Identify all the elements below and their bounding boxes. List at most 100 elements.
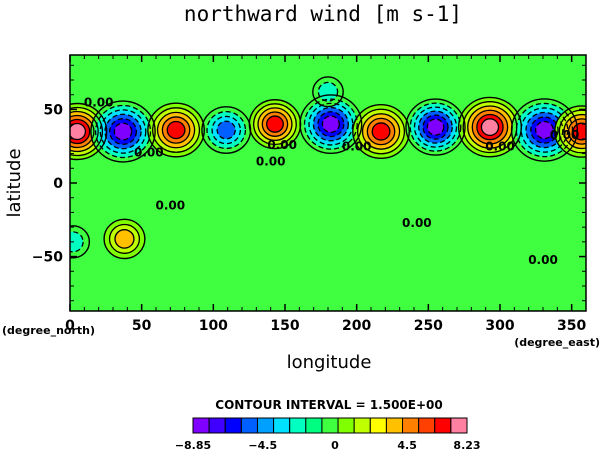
zero-contour	[299, 94, 363, 155]
zero-contour	[103, 218, 146, 260]
contour-line	[253, 103, 297, 146]
contour-line	[530, 116, 559, 144]
colorbar-swatch	[353, 417, 371, 434]
contour-line	[70, 110, 99, 153]
contour-line	[534, 120, 554, 140]
y-tick-label: 0	[53, 176, 63, 192]
colorbar-tick-label: 0	[331, 439, 339, 452]
colorbar-swatch	[273, 417, 291, 434]
contour-line	[113, 122, 133, 141]
x-axis-label: longitude	[287, 352, 372, 373]
contour-interval-text: CONTOUR INTERVAL = 1.500E+00	[215, 398, 442, 412]
field-band	[70, 231, 84, 252]
contour-line	[317, 111, 345, 138]
contour-line	[70, 118, 91, 145]
zero-contour	[90, 100, 156, 163]
contour-lines	[70, 76, 586, 260]
contour-line	[558, 109, 586, 154]
contour-line	[70, 231, 84, 253]
contour-line	[567, 118, 586, 145]
colorbar-swatch	[418, 417, 436, 434]
contour-line	[426, 118, 445, 136]
contour-line	[257, 107, 293, 142]
contour-line	[265, 115, 284, 133]
contour-line	[371, 122, 391, 141]
x-tick-label: 250	[414, 318, 443, 334]
contour-line	[563, 113, 586, 150]
contour-zero-label: 0.00	[550, 128, 580, 142]
contour-line	[109, 118, 138, 145]
colorbar-tick-label: −8.85	[175, 439, 211, 452]
contour-zero-label: 0.00	[402, 216, 432, 230]
colorbar	[192, 417, 468, 434]
field-band	[114, 123, 132, 140]
contour-line	[70, 122, 87, 141]
y-tick-label: −50	[32, 250, 63, 266]
contour-line	[114, 229, 135, 249]
y-axis: 50 0 −50	[32, 64, 586, 302]
x-tick-label: 300	[485, 318, 514, 334]
x-tick-label: 50	[132, 318, 152, 334]
contour-zero-label: 0.00	[528, 253, 558, 267]
contour-line	[216, 120, 236, 140]
colorbar-swatch	[337, 417, 355, 434]
contour-line	[211, 115, 242, 145]
contour-line	[361, 113, 401, 150]
contour-line	[357, 108, 406, 155]
contour-line	[413, 106, 458, 148]
colorbar-swatch	[369, 417, 387, 434]
colorbar-swatch	[385, 417, 404, 434]
contour-zero-label: 0.00	[342, 140, 372, 154]
contour-line	[94, 104, 152, 159]
colorbar-swatch	[192, 417, 210, 434]
x-tick-label: 200	[342, 318, 371, 334]
colorbar-swatch	[256, 417, 275, 434]
x-tick-label: 350	[557, 318, 586, 334]
field-band	[427, 119, 444, 136]
contour-line	[572, 122, 586, 141]
colorbar-swatch	[208, 417, 226, 434]
colorbar-swatch	[240, 417, 258, 434]
colorbar-tick-label: 8.23	[453, 439, 480, 452]
contour-line	[525, 111, 564, 149]
contour-line	[70, 106, 104, 157]
zero-contour	[70, 225, 91, 259]
contour-line	[166, 120, 186, 140]
field-band	[70, 123, 86, 140]
contour-zero-label: 0.00	[485, 140, 515, 154]
contour-line	[70, 114, 95, 149]
colorbar-tick-label: −4.5	[248, 439, 277, 452]
contour-line	[515, 102, 574, 158]
field-band	[266, 116, 284, 133]
colorbar-swatch	[305, 417, 323, 434]
field-band	[167, 121, 185, 139]
contour-zero-label: 0.00	[134, 146, 164, 160]
x-axis: 0 50 100 150 200 250 300 350	[65, 55, 587, 334]
y-unit-label: (degree_north)	[2, 324, 95, 337]
colorbar-tick-labels: −8.85 −4.5 0 4.5 8.23	[175, 439, 481, 452]
y-axis-label: latitude	[4, 148, 25, 217]
contour-zero-label: 0.00	[267, 138, 297, 152]
contour-line	[520, 107, 569, 153]
colorbar-swatch	[321, 417, 339, 434]
colorbar-swatch	[450, 417, 468, 434]
contour-line	[480, 118, 500, 137]
zero-contour	[312, 76, 344, 108]
contour-zero-label: 0.00	[256, 154, 286, 168]
zero-contour	[147, 102, 205, 158]
contour-line	[99, 109, 147, 154]
contour-line	[308, 102, 354, 146]
contour-line	[312, 106, 349, 142]
x-tick-label: 100	[199, 318, 228, 334]
contour-line	[104, 113, 142, 150]
field-band	[115, 229, 134, 249]
x-unit-label: (degree_east)	[514, 336, 600, 349]
zero-contour	[510, 98, 579, 162]
contour-line	[476, 113, 504, 141]
zero-contour	[405, 98, 466, 156]
colorbar-swatch	[434, 417, 452, 434]
contour-line	[206, 110, 247, 150]
contour-labels: 0.00 0.00 0.00 0.00 0.00 0.00 0.00 0.00 0.00 0.00	[84, 95, 579, 266]
contour-line	[156, 111, 196, 149]
